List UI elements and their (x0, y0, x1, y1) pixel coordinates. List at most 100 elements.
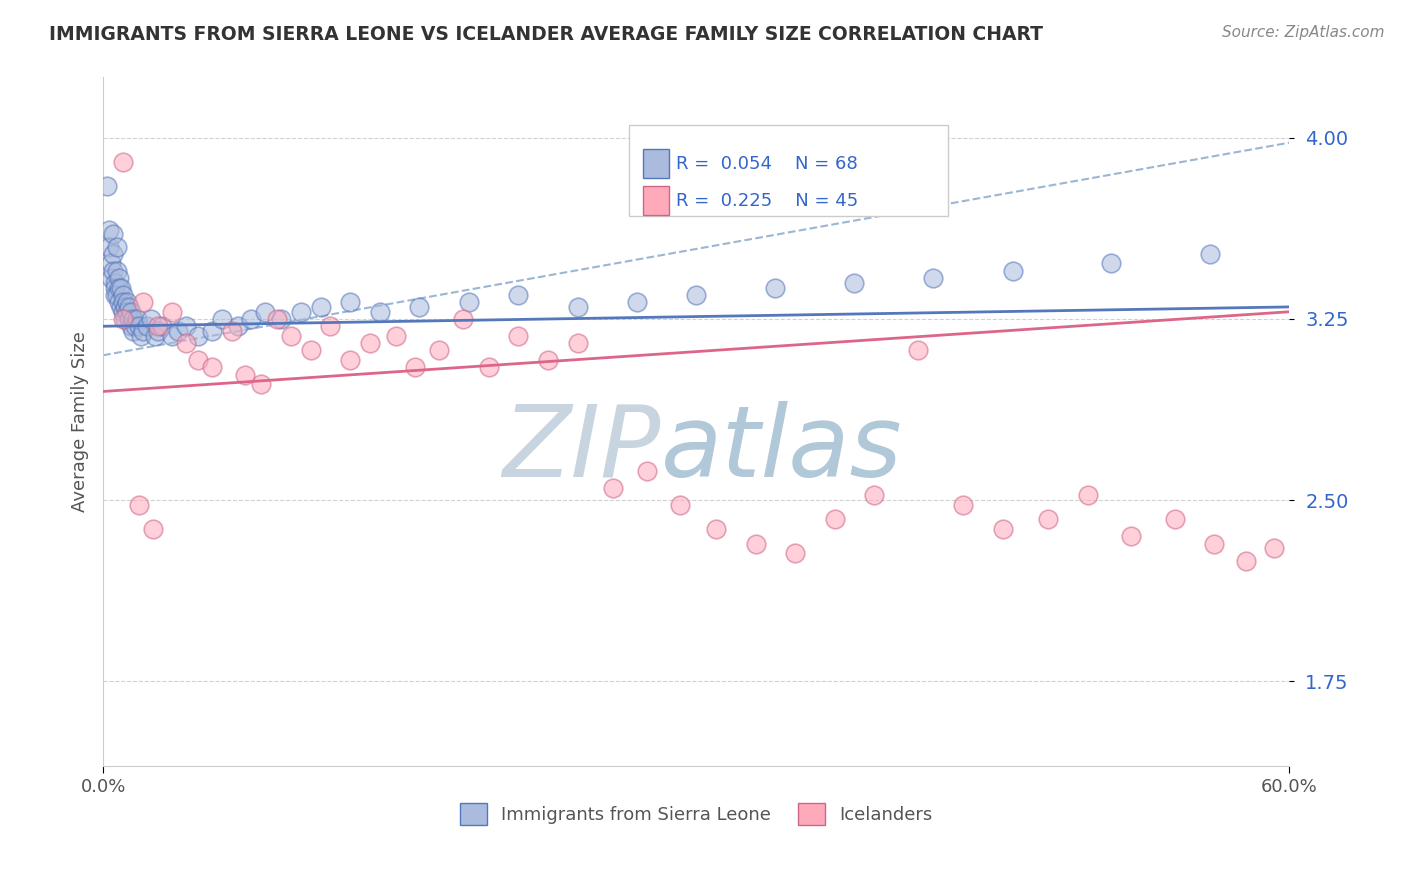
Point (270, 312, 292, 326)
Point (118, 300, 141, 314)
Point (110, 280, 132, 294)
Point (111, 295, 134, 310)
Point (824, 512, 846, 526)
Point (104, 276, 127, 290)
Point (100, 271, 122, 285)
Point (148, 319, 170, 334)
Point (319, 319, 342, 334)
Point (120, 319, 142, 334)
Legend: Immigrants from Sierra Leone, Icelanders: Immigrants from Sierra Leone, Icelanders (453, 796, 941, 832)
Point (240, 312, 263, 326)
Point (1077, 488, 1099, 502)
Point (669, 498, 692, 512)
Point (744, 536, 766, 550)
Point (478, 360, 501, 375)
Point (104, 288, 127, 302)
Point (1099, 256, 1122, 270)
Point (991, 522, 1014, 536)
Point (704, 522, 727, 536)
Point (359, 336, 381, 351)
Point (226, 319, 249, 334)
Point (266, 312, 288, 326)
Point (457, 295, 479, 310)
Point (508, 288, 530, 302)
Point (98, 239, 121, 253)
Point (952, 498, 974, 512)
Point (121, 324, 143, 338)
Point (124, 319, 146, 334)
Point (280, 329, 302, 343)
Point (1263, 541, 1285, 556)
Point (427, 343, 450, 358)
Point (115, 304, 138, 318)
Y-axis label: Average Family Size: Average Family Size (72, 331, 89, 512)
Point (187, 329, 209, 343)
Point (111, 155, 134, 169)
Text: Source: ZipAtlas.com: Source: ZipAtlas.com (1222, 25, 1385, 40)
Point (162, 329, 184, 343)
Point (139, 312, 162, 326)
Point (1163, 512, 1185, 526)
Point (110, 300, 132, 314)
Point (309, 300, 332, 314)
Point (98, 222, 121, 236)
Point (108, 295, 131, 310)
Point (235, 368, 257, 382)
Point (844, 276, 866, 290)
Text: IMMIGRANTS FROM SIERRA LEONE VS ICELANDER AVERAGE FAMILY SIZE CORRELATION CHART: IMMIGRANTS FROM SIERRA LEONE VS ICELANDE… (49, 25, 1043, 44)
Point (111, 288, 134, 302)
Point (863, 488, 886, 502)
Point (101, 263, 124, 277)
Point (131, 324, 153, 338)
Point (114, 300, 136, 314)
Point (167, 324, 190, 338)
Point (368, 304, 391, 318)
Point (111, 304, 134, 318)
Point (254, 304, 277, 318)
Point (148, 324, 170, 338)
Point (101, 227, 124, 242)
Point (221, 324, 243, 338)
Point (115, 295, 138, 310)
Point (201, 324, 224, 338)
Text: ZIP: ZIP (502, 401, 661, 498)
Point (105, 288, 128, 302)
Point (162, 304, 184, 318)
Point (907, 343, 929, 358)
Point (537, 353, 560, 368)
Point (201, 360, 224, 375)
Point (384, 329, 406, 343)
Point (105, 263, 128, 277)
Point (135, 319, 157, 334)
Point (121, 312, 143, 326)
Point (1121, 529, 1143, 543)
Point (142, 522, 165, 536)
Point (451, 312, 474, 326)
Text: R =  0.225    N = 45: R = 0.225 N = 45 (676, 192, 858, 210)
Point (567, 336, 589, 351)
Point (763, 280, 786, 294)
Point (636, 464, 658, 478)
Point (626, 295, 648, 310)
Point (922, 271, 945, 285)
Point (101, 247, 124, 261)
Point (120, 304, 142, 318)
Point (174, 319, 197, 334)
Point (685, 288, 707, 302)
Point (128, 319, 150, 334)
Point (118, 312, 141, 326)
Point (108, 271, 131, 285)
Point (1036, 512, 1059, 526)
Point (187, 353, 209, 368)
Point (1234, 553, 1257, 567)
Point (100, 256, 122, 270)
Point (125, 312, 148, 326)
Point (105, 239, 128, 253)
Point (508, 329, 530, 343)
Point (1199, 247, 1222, 261)
Point (250, 377, 273, 392)
Point (174, 336, 197, 351)
Point (339, 353, 361, 368)
Text: R =  0.054    N = 68: R = 0.054 N = 68 (676, 154, 858, 173)
Point (1001, 263, 1024, 277)
